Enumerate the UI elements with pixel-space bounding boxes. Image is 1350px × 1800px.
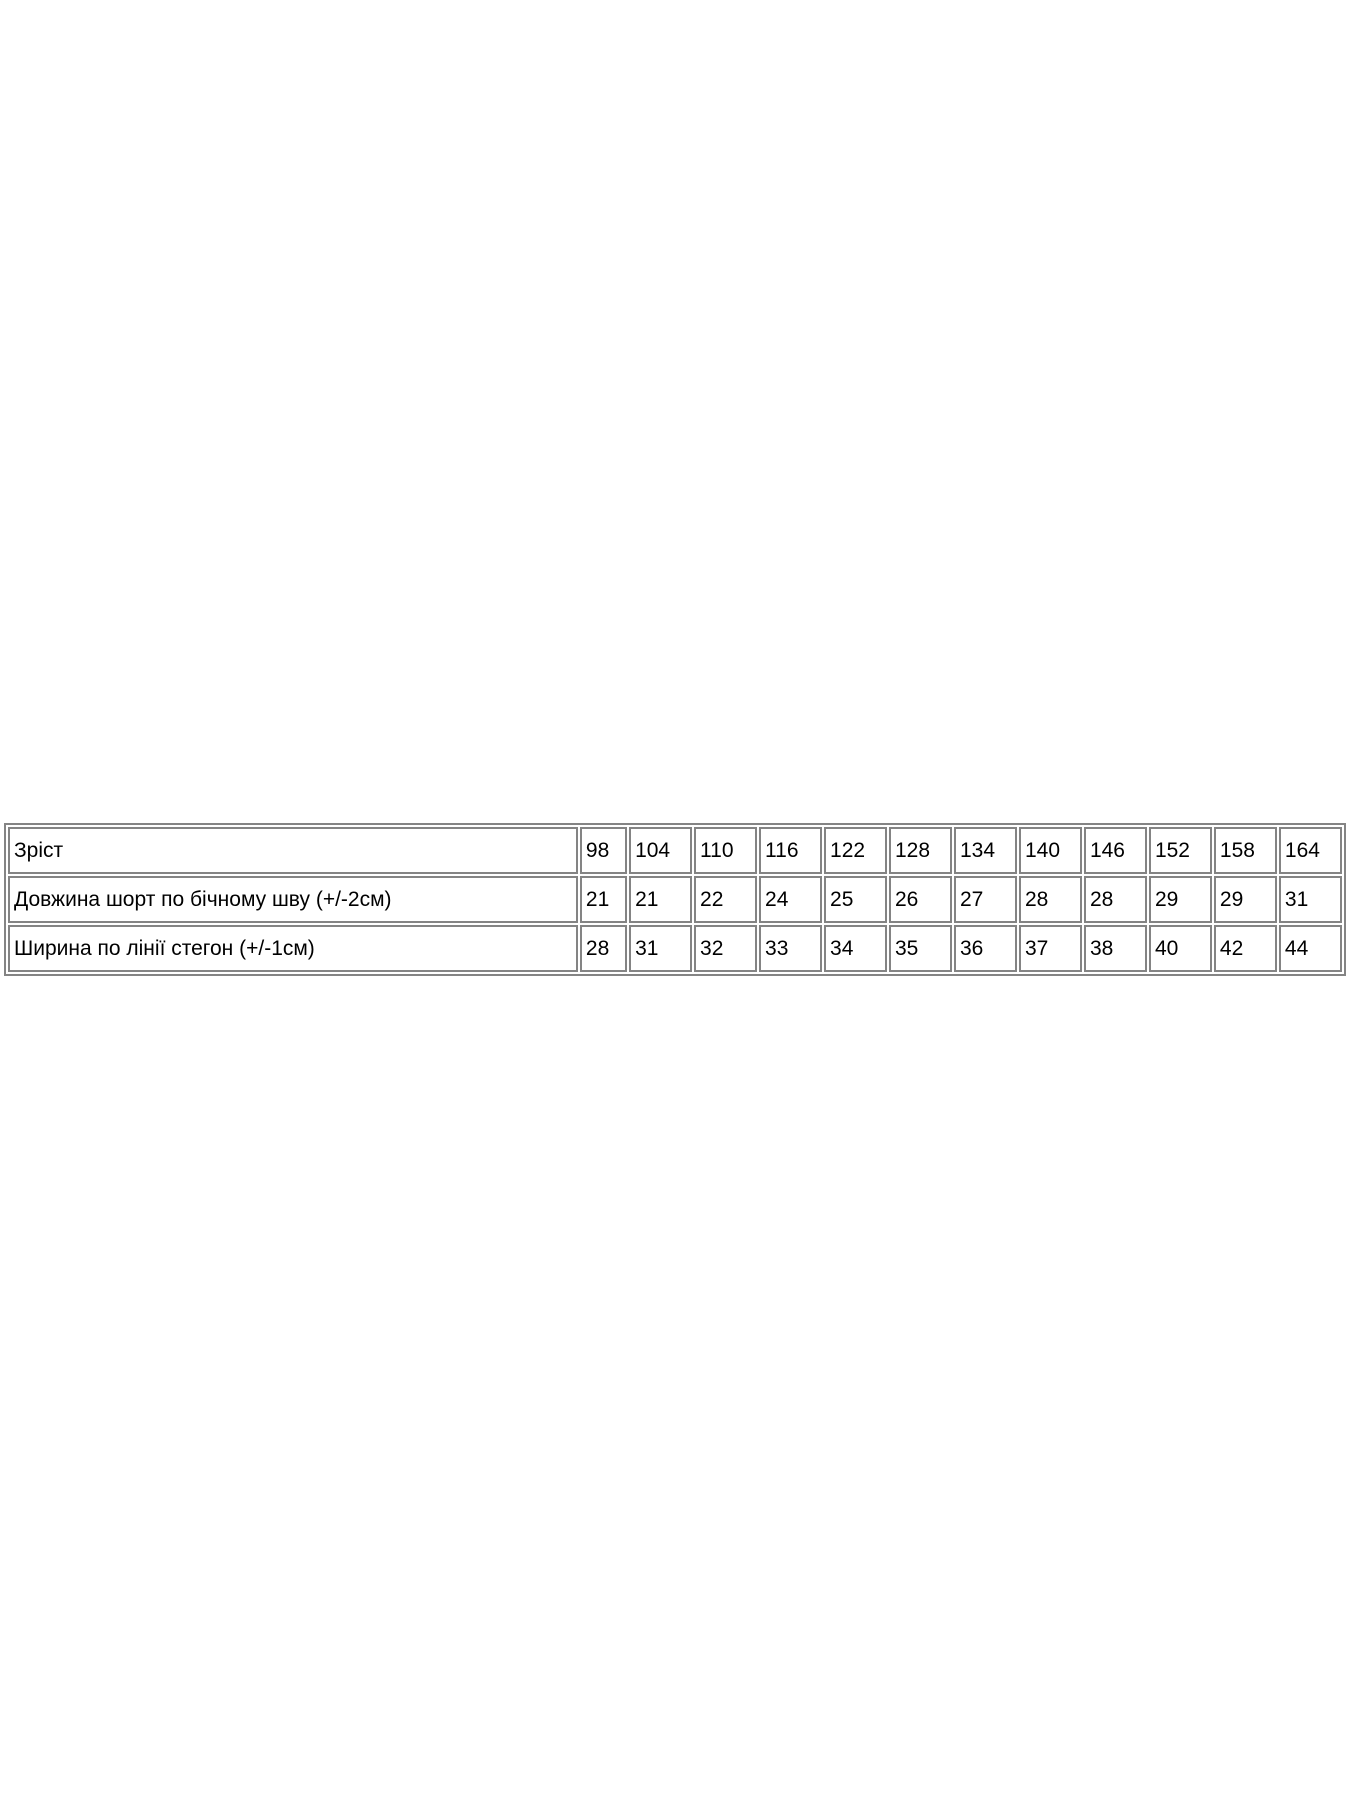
hip-width-value-cell: 32 — [694, 925, 758, 972]
shorts-length-value-cell: 22 — [694, 876, 758, 923]
height-value-cell: 104 — [629, 827, 693, 874]
height-value-cell: 116 — [759, 827, 823, 874]
shorts-length-value-cell: 29 — [1148, 876, 1212, 923]
hip-width-value-cell: 42 — [1213, 925, 1277, 972]
height-value-cell: 122 — [824, 827, 887, 874]
hip-width-value-cell: 28 — [579, 925, 628, 972]
hip-width-value-cell: 44 — [1278, 925, 1342, 972]
height-value-cell: 152 — [1148, 827, 1212, 874]
hip-width-value-cell: 31 — [629, 925, 693, 972]
hip-width-value-cell: 36 — [953, 925, 1017, 972]
size-chart-table: Зріст 98 104 110 116 122 128 134 140 146… — [4, 823, 1346, 976]
shorts-length-value-cell: 21 — [629, 876, 693, 923]
height-value-cell: 140 — [1018, 827, 1082, 874]
shorts-length-value-cell: 25 — [824, 876, 887, 923]
height-value-cell: 158 — [1213, 827, 1277, 874]
height-value-cell: 110 — [694, 827, 758, 874]
hip-width-value-cell: 33 — [759, 925, 823, 972]
hip-width-value-cell: 37 — [1018, 925, 1082, 972]
height-value-cell: 128 — [889, 827, 952, 874]
shorts-length-value-cell: 26 — [889, 876, 952, 923]
hip-width-value-cell: 38 — [1083, 925, 1147, 972]
row-label-shorts-length: Довжина шорт по бічному шву (+/-2см) — [8, 876, 578, 923]
shorts-length-value-cell: 28 — [1083, 876, 1147, 923]
shorts-length-value-cell: 24 — [759, 876, 823, 923]
height-value-cell: 134 — [953, 827, 1017, 874]
shorts-length-value-cell: 31 — [1278, 876, 1342, 923]
shorts-length-value-cell: 28 — [1018, 876, 1082, 923]
size-chart-container: Зріст 98 104 110 116 122 128 134 140 146… — [4, 823, 1346, 976]
shorts-length-value-cell: 29 — [1213, 876, 1277, 923]
size-chart-row-hip-width: Ширина по лінії стегон (+/-1см) 28 31 32… — [8, 925, 1342, 972]
size-chart-row-height: Зріст 98 104 110 116 122 128 134 140 146… — [8, 827, 1342, 874]
height-value-cell: 164 — [1278, 827, 1342, 874]
size-chart-row-shorts-length: Довжина шорт по бічному шву (+/-2см) 21 … — [8, 876, 1342, 923]
height-value-cell: 98 — [579, 827, 628, 874]
shorts-length-value-cell: 27 — [953, 876, 1017, 923]
hip-width-value-cell: 35 — [889, 925, 952, 972]
hip-width-value-cell: 34 — [824, 925, 887, 972]
hip-width-value-cell: 40 — [1148, 925, 1212, 972]
row-label-hip-width: Ширина по лінії стегон (+/-1см) — [8, 925, 578, 972]
row-label-height: Зріст — [8, 827, 578, 874]
shorts-length-value-cell: 21 — [579, 876, 628, 923]
height-value-cell: 146 — [1083, 827, 1147, 874]
